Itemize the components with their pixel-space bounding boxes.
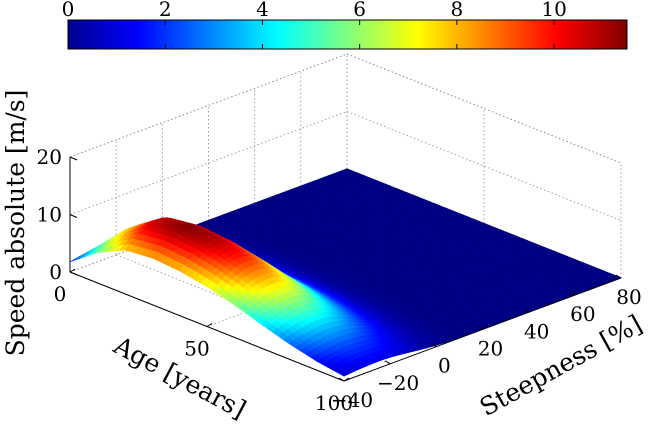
grid-line xyxy=(346,111,622,221)
z-tick-mark xyxy=(69,156,78,161)
y-tick-mark xyxy=(569,291,576,296)
z-tick-mark xyxy=(69,271,78,276)
z-tick-mark xyxy=(69,214,78,218)
grid-line xyxy=(116,254,391,365)
y-tick-mark xyxy=(384,360,391,365)
colorbar-tick-label: 10 xyxy=(541,0,566,21)
y-tick-mark xyxy=(477,326,483,330)
colorbar-ticks: 0 2 4 6 8 10 xyxy=(62,0,567,49)
z-tick-label: 10 xyxy=(37,203,62,227)
x-axis-label: Age [years] xyxy=(108,330,250,424)
y-axis-label: Steepness [%] xyxy=(475,309,647,422)
z-tick-label: 0 xyxy=(49,260,62,284)
z-axis-label: Speed absolute [m/s] xyxy=(1,90,30,357)
x-tick-mark xyxy=(343,377,350,382)
y-tick-mark xyxy=(615,274,622,279)
x-tick-label: 50 xyxy=(184,337,209,361)
y-tick-label: 60 xyxy=(570,302,595,326)
y-tick-label: 80 xyxy=(616,285,641,309)
grid-line xyxy=(69,53,348,158)
tick-labels: 0 10 20 0 50 100−40−20 0 20 40 60 80 xyxy=(37,145,642,415)
y-tick-mark xyxy=(338,377,345,382)
x-tick-label: 0 xyxy=(54,282,67,306)
surface-plot xyxy=(69,168,622,377)
x-tick-mark xyxy=(206,323,213,327)
colorbar-tick-label: 2 xyxy=(159,0,172,21)
colorbar: 0 2 4 6 8 10 xyxy=(62,0,628,50)
z-tick-label: 20 xyxy=(37,145,62,169)
colorbar-tick-label: 4 xyxy=(256,0,269,21)
x-tick-mark xyxy=(69,268,76,273)
y-tick-mark xyxy=(523,308,529,313)
colorbar-gradient xyxy=(67,19,628,50)
y-tick-label: −20 xyxy=(377,371,419,395)
colorbar-tick-label: 6 xyxy=(353,0,366,21)
surface-patch xyxy=(337,370,350,377)
grid-line xyxy=(346,53,622,164)
colorbar-tick-label: 0 xyxy=(62,0,75,21)
x-tick-label: 100 xyxy=(315,391,353,415)
y-tick-mark xyxy=(431,343,437,348)
y-tick-label: 20 xyxy=(478,337,503,361)
colorbar-tick-label: 8 xyxy=(451,0,464,21)
y-tick-label: 0 xyxy=(438,354,451,378)
y-tick-label: −40 xyxy=(331,388,373,412)
y-tick-label: 40 xyxy=(524,319,549,343)
